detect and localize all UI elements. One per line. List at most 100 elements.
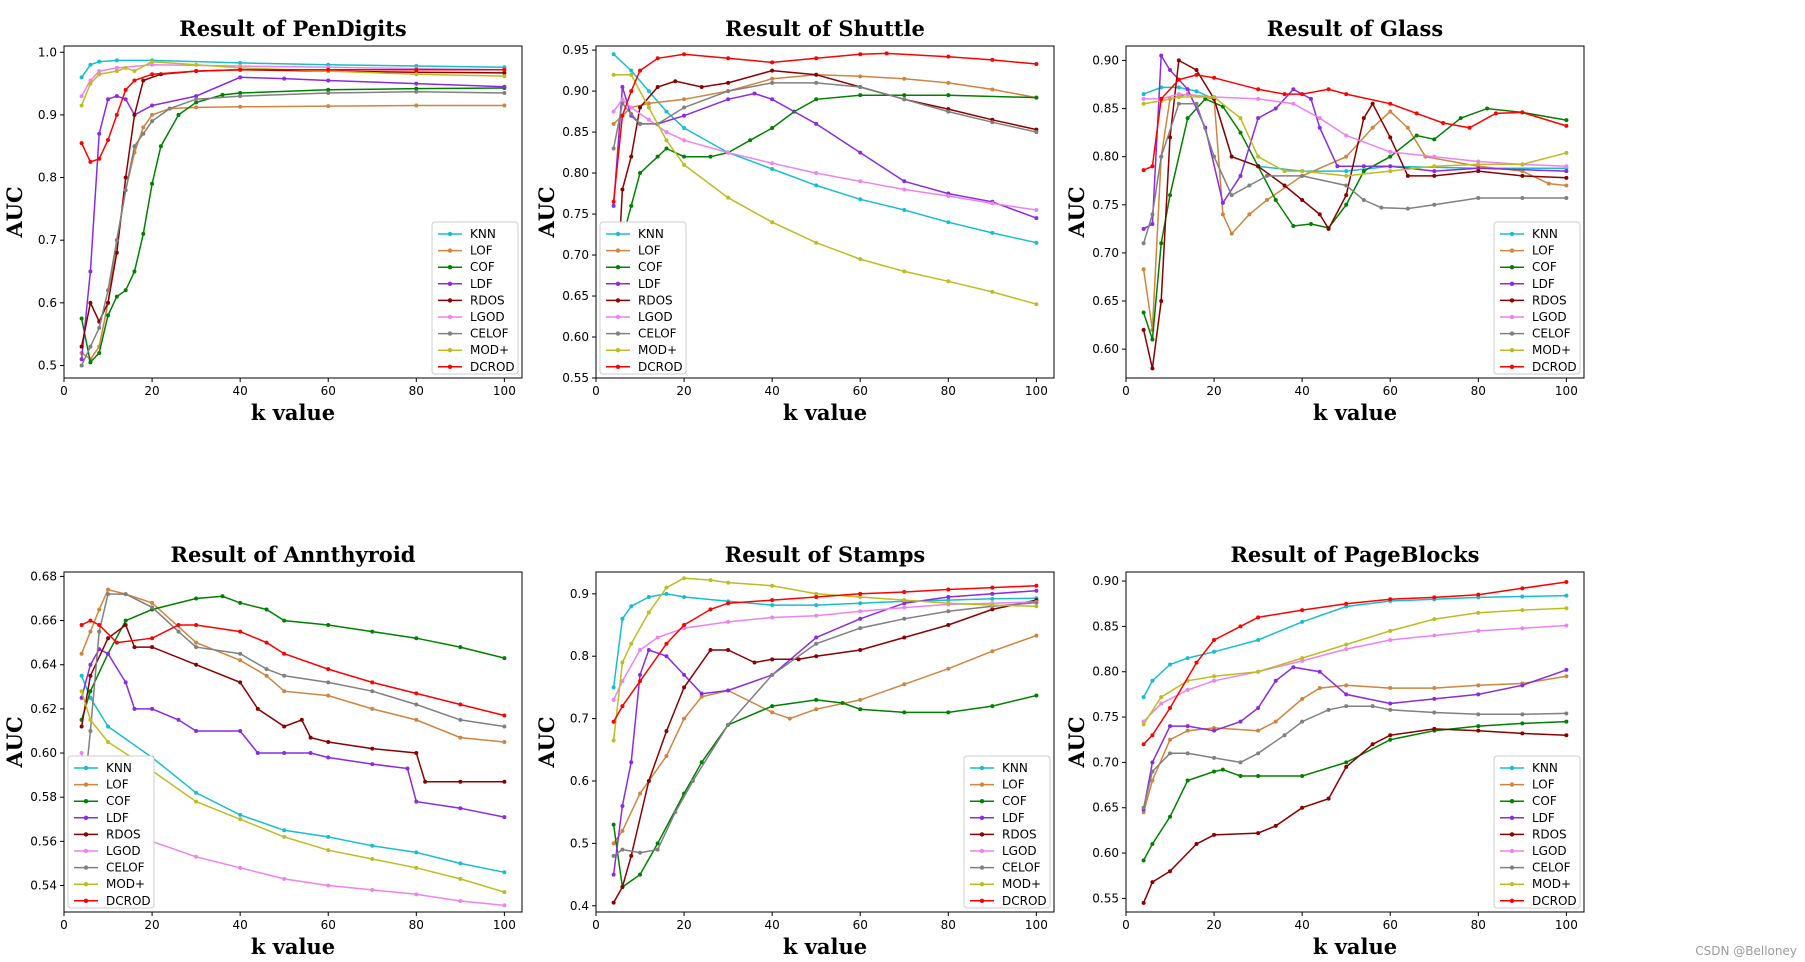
- legend-label: COF: [1532, 794, 1557, 808]
- data-point: [946, 598, 951, 603]
- data-point: [326, 693, 331, 698]
- data-point: [946, 609, 951, 614]
- y-axis-label: AUC: [534, 186, 559, 238]
- x-tick-label: 40: [1295, 384, 1310, 398]
- data-point: [123, 188, 128, 193]
- y-axis-label: AUC: [1064, 186, 1089, 238]
- data-point: [132, 269, 137, 274]
- x-tick-label: 0: [592, 384, 600, 398]
- data-point: [990, 596, 995, 601]
- data-point: [1388, 164, 1393, 169]
- data-point: [858, 594, 863, 599]
- data-point: [114, 294, 119, 299]
- data-point: [326, 740, 331, 744]
- data-point: [106, 587, 111, 592]
- chart-2: Result of Shuttle 0 20 40 60 80 100 0.55 0.60 0.6…: [534, 16, 1055, 425]
- data-point: [611, 52, 616, 57]
- data-point: [106, 651, 111, 656]
- data-point: [238, 680, 243, 685]
- data-point: [611, 685, 616, 690]
- data-point: [946, 54, 951, 59]
- data-point: [1370, 742, 1375, 747]
- data-point: [1176, 92, 1181, 97]
- x-tick-label: 40: [765, 384, 780, 398]
- data-point: [150, 636, 155, 641]
- legend-marker: [83, 815, 89, 820]
- data-point: [858, 626, 863, 631]
- data-point: [1300, 169, 1305, 174]
- data-point: [1564, 183, 1569, 188]
- data-point: [682, 97, 687, 102]
- data-point: [282, 828, 287, 833]
- data-point: [88, 662, 93, 667]
- data-point: [414, 89, 419, 94]
- data-point: [1247, 183, 1252, 188]
- series-dcrod: [1141, 72, 1569, 173]
- data-point: [858, 591, 863, 596]
- y-tick-label: 0.85: [1092, 619, 1119, 633]
- series-dcrod: [611, 51, 1039, 204]
- data-point: [611, 900, 616, 905]
- data-point: [620, 660, 625, 665]
- legend-marker: [447, 298, 453, 303]
- legend-item: COF: [606, 260, 663, 274]
- data-point: [1326, 226, 1331, 231]
- data-point: [1317, 686, 1322, 691]
- data-point: [1168, 662, 1173, 667]
- legend-item: RDOS: [606, 293, 673, 307]
- legend-item: MOD+: [1500, 343, 1571, 357]
- data-point: [726, 619, 731, 624]
- legend-marker: [979, 882, 985, 887]
- x-tick-label: 60: [853, 918, 868, 932]
- data-point: [502, 70, 507, 75]
- data-point: [123, 288, 128, 293]
- series-line: [613, 53, 1037, 244]
- data-point: [1168, 193, 1173, 198]
- data-point: [1273, 719, 1278, 724]
- data-point: [370, 746, 375, 751]
- watermark: CSDN @Belloney: [1695, 944, 1797, 958]
- data-point: [770, 220, 775, 225]
- data-point: [1150, 733, 1155, 738]
- data-point: [664, 138, 669, 143]
- data-point: [1432, 710, 1437, 715]
- legend: KNN LOF COF LDF RDOS LGOD CELOF MOD+ DCROD: [1493, 221, 1581, 375]
- y-tick-label: 0.7: [570, 712, 589, 726]
- data-point: [414, 717, 419, 722]
- legend-marker: [615, 331, 621, 336]
- data-point: [902, 682, 907, 687]
- legend-marker: [83, 882, 89, 887]
- y-tick-label: 0.62: [30, 702, 57, 716]
- data-point: [194, 62, 199, 67]
- legend-marker: [447, 265, 453, 270]
- data-point: [1176, 101, 1181, 106]
- y-tick-label: 0.5: [570, 836, 589, 850]
- legend-item: LOF: [1500, 244, 1555, 258]
- legend-item: LGOD: [438, 310, 505, 324]
- legend-label: RDOS: [470, 293, 505, 307]
- legend-marker: [1509, 281, 1515, 286]
- data-point: [502, 90, 507, 95]
- data-point: [282, 618, 287, 623]
- data-point: [238, 658, 243, 663]
- data-point: [1432, 726, 1437, 731]
- legend-box: [431, 221, 519, 375]
- chart-4: Result of Annthyroid 0 20 40 60 80 100 0.54 0.56…: [2, 542, 523, 959]
- series-rdos: [1141, 58, 1569, 371]
- data-point: [620, 101, 625, 106]
- data-point: [1520, 626, 1525, 631]
- data-point: [158, 144, 163, 149]
- series-dcrod: [1141, 579, 1569, 747]
- x-tick-label: 100: [493, 384, 516, 398]
- data-point: [655, 841, 660, 846]
- data-point: [1273, 823, 1278, 828]
- data-point: [682, 162, 687, 167]
- x-tick-label: 60: [1383, 918, 1398, 932]
- data-point: [123, 618, 128, 623]
- data-point: [646, 610, 651, 615]
- legend-item: CELOF: [74, 861, 145, 875]
- data-point: [1564, 123, 1569, 128]
- legend-item: RDOS: [1500, 827, 1567, 841]
- data-point: [902, 589, 907, 594]
- data-point: [1034, 240, 1039, 245]
